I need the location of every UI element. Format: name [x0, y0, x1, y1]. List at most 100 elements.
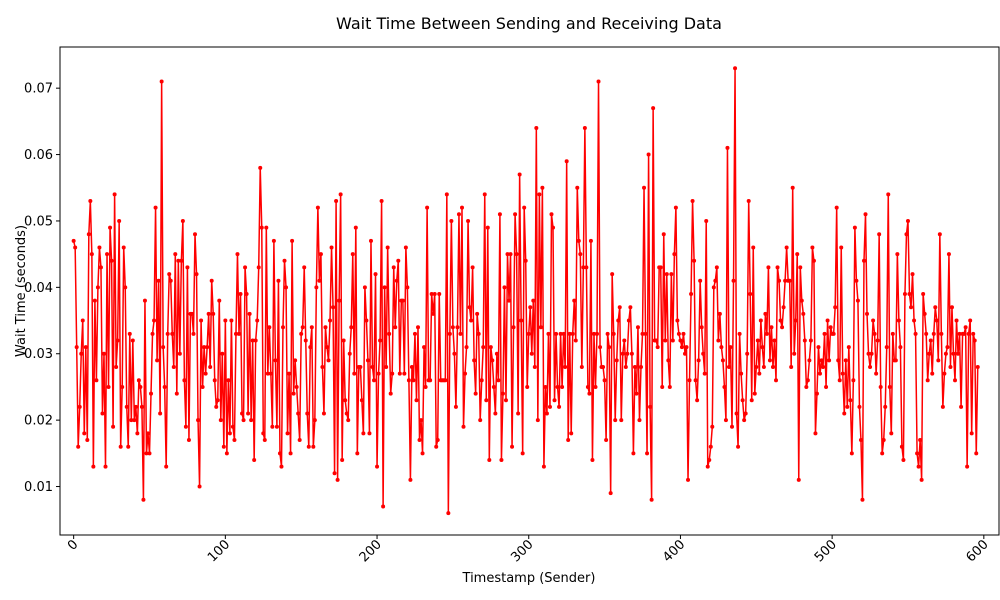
- data-point: [76, 444, 81, 449]
- data-point: [452, 351, 457, 356]
- data-point: [739, 371, 744, 376]
- data-point: [152, 318, 157, 323]
- data-point: [866, 351, 871, 356]
- data-point: [177, 351, 182, 356]
- data-point: [303, 338, 308, 343]
- data-point: [484, 398, 489, 403]
- data-point: [918, 438, 923, 443]
- data-point: [793, 318, 798, 323]
- data-point: [743, 411, 748, 416]
- data-point: [466, 218, 471, 223]
- data-point: [461, 424, 466, 429]
- data-point: [149, 391, 154, 396]
- data-point: [802, 338, 807, 343]
- data-point: [311, 444, 316, 449]
- data-point: [613, 418, 618, 423]
- data-point: [120, 384, 125, 389]
- data-point: [133, 404, 138, 409]
- data-point: [130, 338, 135, 343]
- y-tick-label: 0.02: [24, 414, 53, 429]
- data-point: [373, 272, 378, 277]
- data-point: [854, 278, 859, 283]
- data-point: [537, 192, 542, 197]
- data-point: [763, 311, 768, 316]
- data-point: [895, 252, 900, 257]
- data-point: [375, 464, 380, 469]
- data-point: [639, 365, 643, 370]
- data-point: [631, 451, 636, 456]
- data-point: [312, 418, 317, 423]
- data-point: [276, 278, 281, 283]
- data-point: [616, 318, 621, 323]
- data-point: [302, 265, 307, 270]
- data-point: [109, 258, 114, 263]
- data-point: [534, 126, 539, 130]
- data-point: [112, 192, 117, 197]
- data-point: [890, 331, 895, 336]
- data-point: [271, 238, 276, 243]
- data-point: [896, 318, 901, 323]
- data-point: [634, 391, 639, 396]
- data-point: [614, 358, 619, 363]
- data-point: [968, 318, 973, 323]
- data-point: [349, 325, 354, 330]
- data-point: [946, 252, 951, 257]
- data-point: [781, 305, 786, 310]
- data-point: [490, 358, 495, 363]
- data-point: [884, 345, 889, 350]
- data-point: [701, 351, 706, 356]
- data-point: [689, 291, 694, 296]
- data-point: [737, 331, 742, 336]
- data-point: [948, 365, 953, 370]
- data-point: [761, 365, 766, 370]
- data-point: [158, 411, 163, 416]
- data-point: [176, 258, 181, 263]
- data-point: [164, 464, 169, 469]
- data-point: [476, 331, 481, 336]
- data-point: [86, 232, 91, 237]
- data-point: [419, 418, 424, 423]
- data-point: [937, 232, 942, 237]
- data-point: [449, 218, 454, 223]
- data-point: [610, 272, 615, 277]
- data-point: [284, 285, 289, 290]
- data-point: [898, 345, 903, 350]
- data-point: [273, 358, 278, 363]
- data-point: [807, 358, 812, 363]
- data-point: [881, 438, 886, 443]
- data-point: [447, 331, 452, 336]
- data-point: [155, 358, 160, 363]
- data-point: [740, 398, 745, 403]
- data-point: [722, 384, 727, 389]
- data-point: [755, 338, 760, 343]
- data-point: [632, 365, 637, 370]
- data-point: [388, 391, 393, 396]
- data-point: [203, 371, 208, 376]
- data-point: [193, 232, 198, 237]
- data-point: [443, 378, 448, 383]
- data-point: [221, 444, 226, 449]
- data-point: [496, 378, 501, 383]
- data-point: [528, 305, 533, 310]
- data-point: [777, 278, 782, 283]
- data-point: [144, 451, 149, 456]
- chart-title: Wait Time Between Sending and Receiving …: [336, 14, 722, 33]
- data-point: [262, 438, 267, 443]
- data-point: [92, 298, 97, 303]
- data-point: [540, 185, 545, 190]
- data-point: [453, 404, 458, 409]
- data-point: [420, 451, 425, 456]
- data-point: [814, 391, 819, 396]
- data-point: [475, 311, 480, 316]
- data-point: [971, 331, 976, 336]
- data-point: [499, 457, 504, 462]
- data-point: [940, 404, 945, 409]
- data-point: [323, 325, 328, 330]
- data-point: [488, 345, 493, 350]
- data-point: [642, 185, 647, 190]
- data-point: [250, 338, 255, 343]
- data-point: [432, 291, 437, 296]
- data-point: [733, 66, 738, 71]
- data-point: [695, 398, 700, 403]
- data-point: [767, 358, 772, 363]
